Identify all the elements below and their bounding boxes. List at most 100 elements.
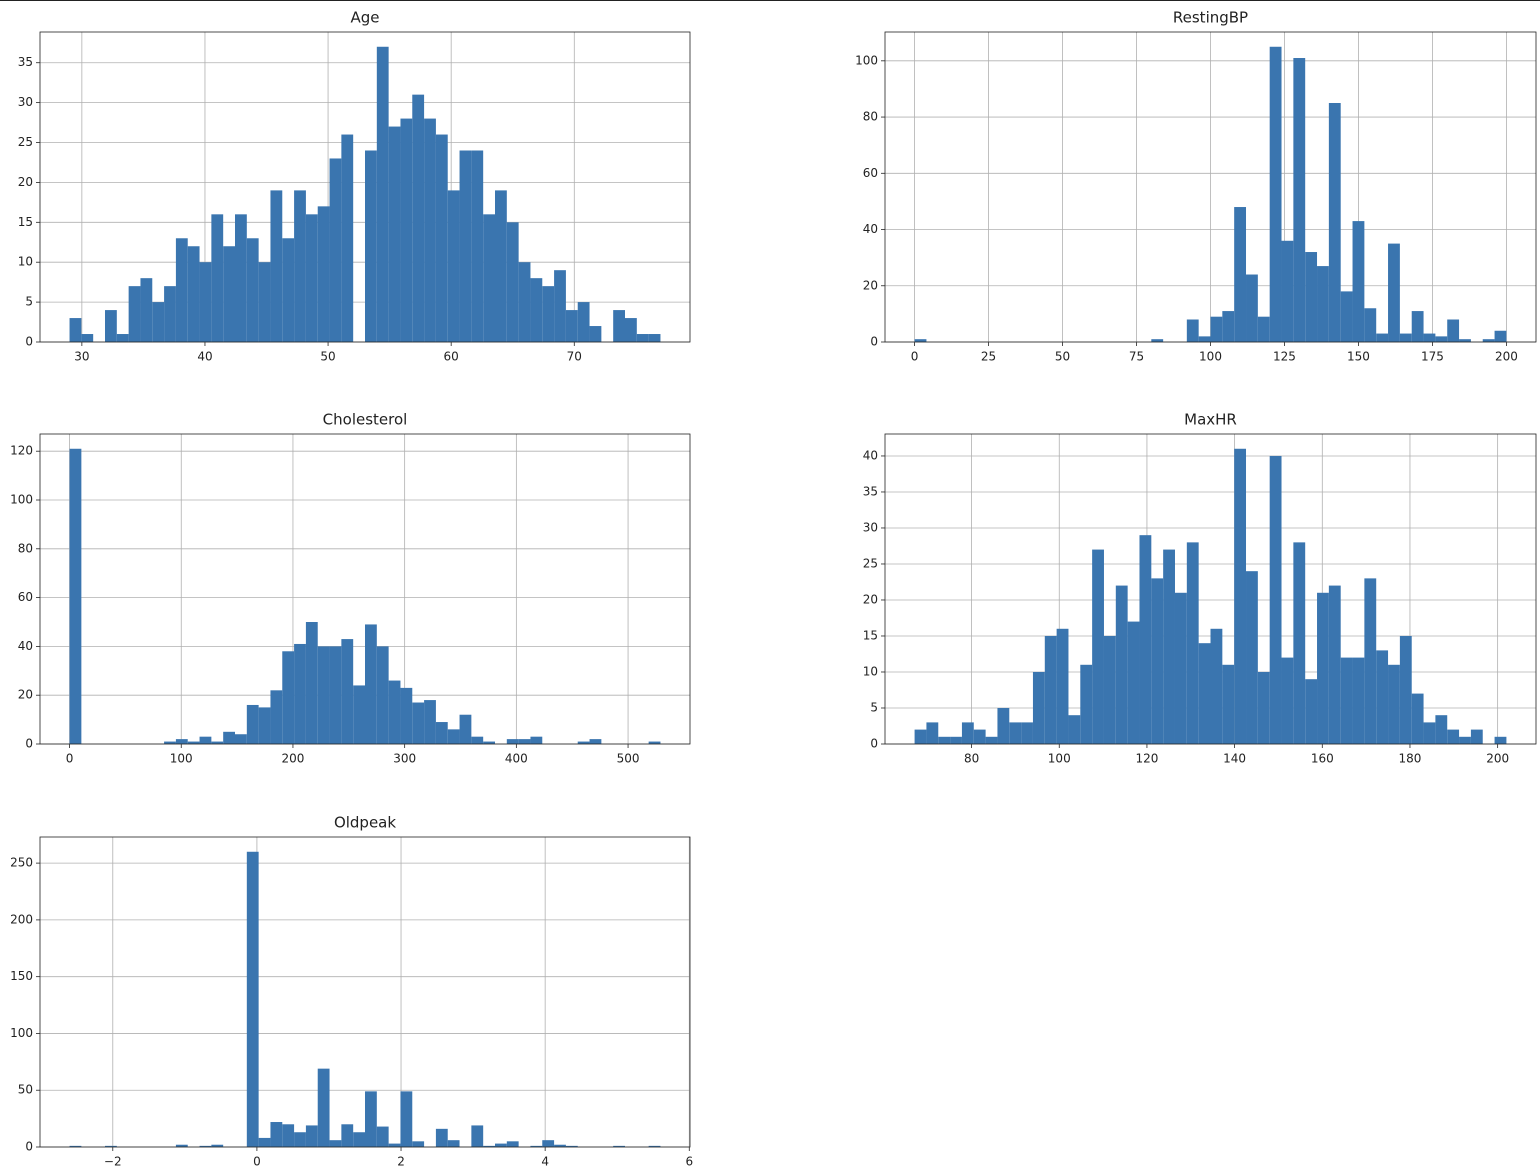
- y-tick-label: 60: [863, 166, 878, 180]
- bar: [105, 310, 117, 342]
- bar: [565, 1145, 578, 1147]
- x-tick-label: 75: [1129, 350, 1144, 364]
- bar: [258, 707, 271, 744]
- x-tick-label: 80: [964, 752, 979, 766]
- bar: [542, 286, 555, 342]
- bar: [329, 646, 342, 744]
- bar: [1317, 592, 1329, 744]
- bar: [1186, 542, 1199, 744]
- bar: [1293, 542, 1306, 744]
- bar: [1293, 58, 1306, 343]
- bar: [1459, 339, 1471, 342]
- y-tick-label: 20: [18, 175, 33, 189]
- bar: [1186, 319, 1199, 342]
- y-tick-label: 25: [863, 556, 878, 570]
- bar: [1399, 333, 1412, 342]
- bar: [1044, 635, 1057, 744]
- y-tick-label: 5: [870, 700, 878, 714]
- bar: [613, 310, 625, 342]
- bar: [1198, 336, 1211, 342]
- bar: [175, 1144, 188, 1147]
- x-tick-label: −2: [104, 1155, 122, 1169]
- y-tick-label: 0: [25, 335, 33, 349]
- bar: [973, 729, 986, 744]
- subplot: Age 30 40 50 60 70 0 5 10 15 20 25 30 35: [18, 9, 691, 364]
- y-tick-label: 35: [18, 55, 33, 69]
- bar: [341, 134, 354, 342]
- bar: [1032, 671, 1045, 744]
- bar: [305, 214, 318, 342]
- bar: [152, 302, 165, 342]
- x-tick-label: 2: [397, 1155, 405, 1169]
- y-tick-label: 200: [10, 912, 33, 926]
- bar: [471, 1125, 484, 1147]
- bar: [1246, 571, 1258, 744]
- bar: [294, 190, 306, 342]
- x-tick-label: 180: [1399, 752, 1422, 766]
- bar: [1210, 628, 1223, 744]
- bar: [1494, 330, 1507, 342]
- bar: [914, 339, 927, 342]
- bar: [400, 687, 413, 744]
- bar: [246, 704, 259, 744]
- bar: [199, 736, 212, 744]
- bar: [412, 94, 425, 342]
- bar: [648, 1145, 661, 1147]
- y-tick-label: 25: [18, 135, 33, 149]
- bar: [459, 714, 472, 744]
- bar: [81, 334, 94, 342]
- x-tick-label: 0: [253, 1155, 261, 1169]
- bar: [140, 278, 153, 342]
- bar: [294, 1132, 306, 1147]
- x-tick-label: 40: [197, 350, 212, 364]
- bar: [270, 690, 283, 744]
- bar: [530, 736, 543, 744]
- subplot-title: Oldpeak: [334, 814, 396, 832]
- bar: [376, 1126, 389, 1147]
- x-tick-label: 4: [541, 1155, 549, 1169]
- bar: [1317, 266, 1329, 342]
- bar: [1340, 291, 1353, 342]
- y-tick-label: 10: [18, 255, 33, 269]
- bar: [246, 851, 259, 1147]
- x-tick-label: 60: [444, 350, 459, 364]
- bar: [1246, 274, 1258, 342]
- bar: [412, 702, 425, 744]
- bar: [317, 1068, 330, 1147]
- bar: [1281, 657, 1294, 744]
- x-tick-label: 140: [1223, 752, 1246, 766]
- bar: [424, 118, 436, 343]
- x-tick-label: 50: [320, 350, 335, 364]
- bar: [282, 238, 295, 342]
- bar: [400, 118, 413, 343]
- bar: [388, 680, 401, 744]
- bar: [164, 286, 176, 342]
- bar: [1388, 664, 1400, 744]
- y-tick-label: 40: [863, 448, 878, 462]
- y-tick-label: 150: [10, 969, 33, 983]
- bar: [938, 736, 951, 744]
- y-tick-label: 20: [863, 278, 878, 292]
- bar: [1328, 585, 1341, 744]
- bar: [1352, 657, 1365, 744]
- bar: [926, 722, 939, 744]
- bar: [353, 685, 365, 744]
- bar: [69, 1145, 82, 1147]
- x-tick-label: 300: [393, 752, 416, 766]
- x-tick-label: 50: [1055, 350, 1070, 364]
- bar: [1388, 243, 1400, 342]
- bar: [341, 1124, 354, 1147]
- bar: [985, 736, 998, 744]
- bar: [365, 150, 377, 342]
- bar: [1234, 448, 1247, 744]
- bar: [589, 326, 602, 342]
- bar: [1423, 722, 1436, 744]
- y-tick-label: 100: [10, 1026, 33, 1040]
- bar: [1305, 679, 1318, 744]
- bar: [365, 624, 377, 744]
- y-tick-label: 10: [863, 664, 878, 678]
- x-tick-label: 0: [66, 752, 74, 766]
- bar: [518, 739, 531, 744]
- bar: [1328, 102, 1341, 342]
- bar: [518, 262, 531, 342]
